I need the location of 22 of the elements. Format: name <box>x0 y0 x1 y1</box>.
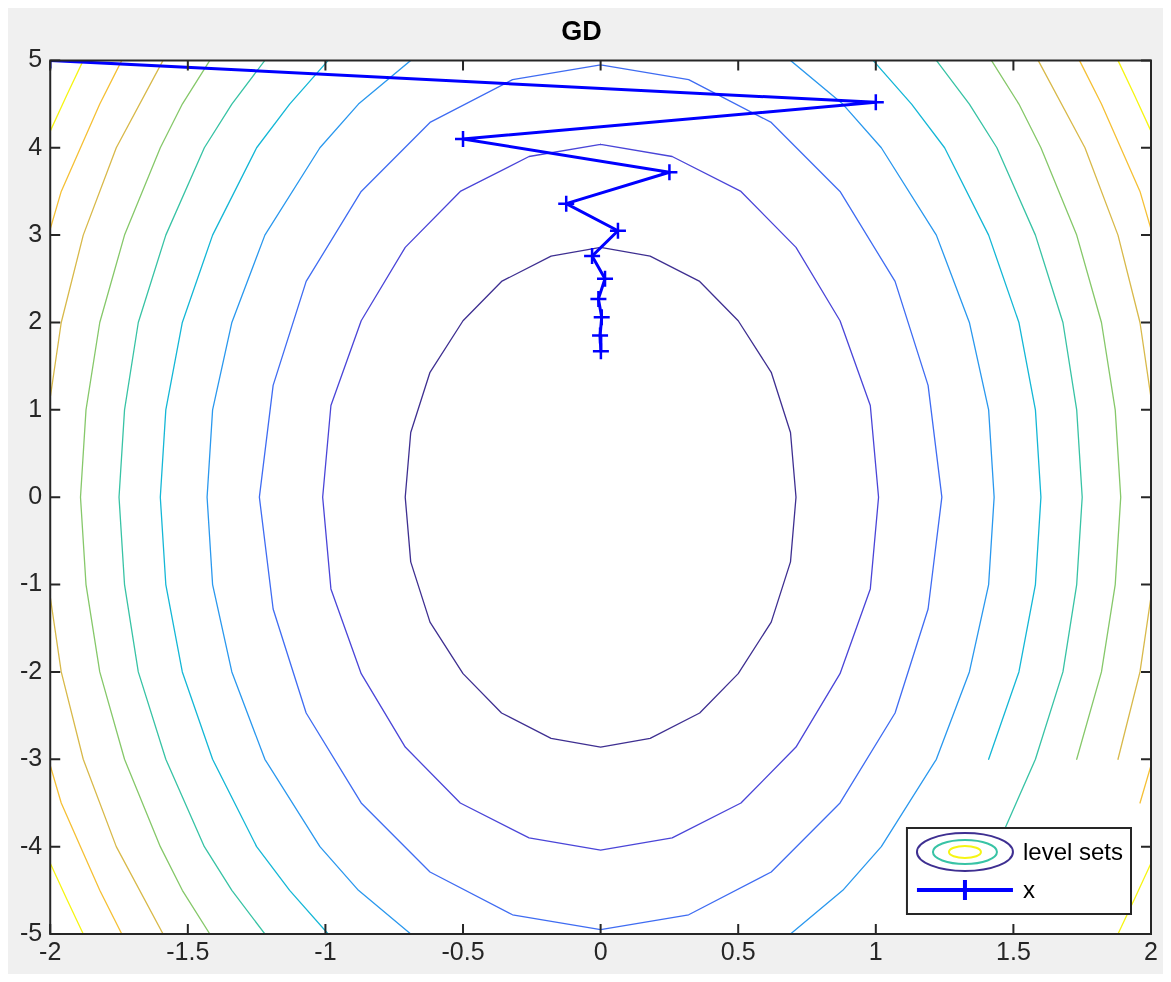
y-tick-label: 4 <box>28 131 43 160</box>
y-tick-label: 0 <box>28 481 43 510</box>
x-tick-label: 0.5 <box>720 936 756 965</box>
x-tick-label: -1 <box>314 936 337 965</box>
y-tick-label: -2 <box>19 655 43 684</box>
y-tick-label: 5 <box>28 44 43 73</box>
x-tick-label: 1 <box>868 936 883 965</box>
y-tick-label: 1 <box>28 393 43 422</box>
legend-label: level sets <box>1022 837 1123 865</box>
chart-title: GD <box>561 15 602 46</box>
y-tick-label: -3 <box>19 743 43 772</box>
x-tick-label: 1.5 <box>996 936 1031 965</box>
y-tick-label: -1 <box>19 568 43 597</box>
y-tick-label: 2 <box>28 306 43 335</box>
x-tick-label: -1.5 <box>166 936 210 965</box>
x-tick-label: 2 <box>1144 936 1158 965</box>
y-tick-label: -4 <box>19 830 43 859</box>
y-tick-label: 3 <box>28 219 43 248</box>
y-tick-label: -5 <box>19 917 43 946</box>
legend-label: x <box>1022 875 1035 903</box>
x-tick-label: 0 <box>593 936 608 965</box>
x-tick-label: -0.5 <box>441 936 485 965</box>
